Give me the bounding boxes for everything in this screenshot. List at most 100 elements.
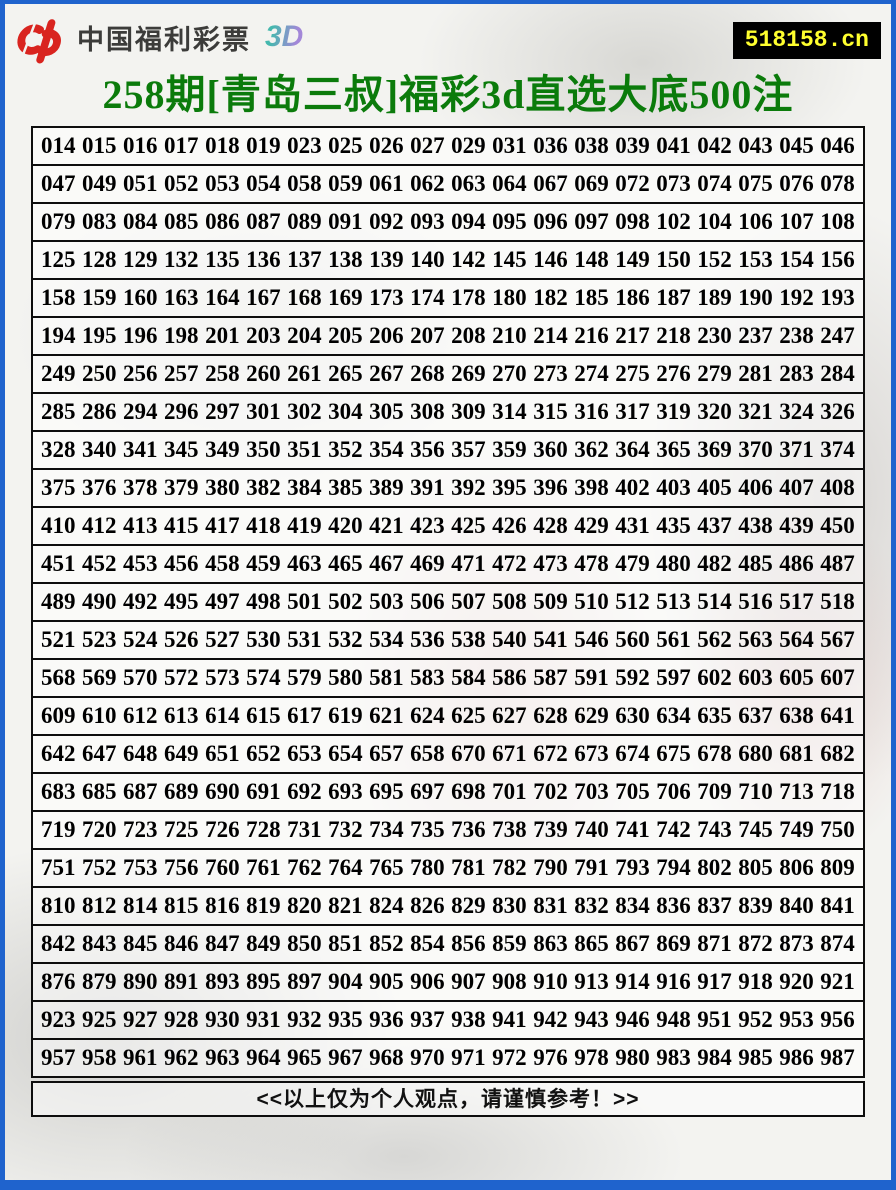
number-cell: 340	[82, 437, 117, 462]
number-cell: 046	[820, 133, 855, 158]
number-cell: 685	[82, 779, 117, 804]
number-cell: 049	[82, 171, 117, 196]
number-cell: 102	[656, 209, 691, 234]
number-cell: 359	[492, 437, 527, 462]
number-cell: 326	[820, 399, 855, 424]
number-cell: 485	[738, 551, 773, 576]
number-cell: 961	[123, 1045, 158, 1070]
number-cell: 257	[164, 361, 199, 386]
number-cell: 521	[41, 627, 76, 652]
number-cell: 612	[123, 703, 158, 728]
number-cell: 713	[779, 779, 814, 804]
number-cell: 270	[492, 361, 527, 386]
number-cell: 517	[779, 589, 814, 614]
number-cell: 038	[574, 133, 609, 158]
number-cell: 986	[779, 1045, 814, 1070]
number-cell: 286	[82, 399, 117, 424]
number-cell: 964	[246, 1045, 281, 1070]
number-cell: 317	[615, 399, 650, 424]
number-cell: 874	[820, 931, 855, 956]
number-cell: 635	[697, 703, 732, 728]
number-cell: 820	[287, 893, 322, 918]
number-cell: 480	[656, 551, 691, 576]
number-cell: 781	[451, 855, 486, 880]
number-cell: 956	[820, 1007, 855, 1032]
number-cell: 164	[205, 285, 240, 310]
number-cell: 750	[820, 817, 855, 842]
number-cell: 607	[820, 665, 855, 690]
number-cell: 498	[246, 589, 281, 614]
number-cell: 193	[820, 285, 855, 310]
brand-logo-group: 中国福利彩票 3D	[15, 10, 303, 64]
number-cell: 682	[820, 741, 855, 766]
number-cell: 451	[41, 551, 76, 576]
number-cell: 534	[369, 627, 404, 652]
number-cell: 190	[738, 285, 773, 310]
number-cell: 905	[369, 969, 404, 994]
number-cell: 580	[328, 665, 363, 690]
number-cell: 584	[451, 665, 486, 690]
number-cell: 913	[574, 969, 609, 994]
table-row: 751 752 753 756 760 761 762 764 765 780 781 782 790 7…	[33, 850, 863, 888]
table-row: 683 685 687 689 690 691 692 693 695 697 698 701 702 7…	[33, 774, 863, 812]
number-cell: 764	[328, 855, 363, 880]
number-cell: 852	[369, 931, 404, 956]
number-cell: 125	[41, 247, 76, 272]
number-cell: 149	[615, 247, 650, 272]
number-cell: 305	[369, 399, 404, 424]
number-cell: 762	[287, 855, 322, 880]
number-cell: 217	[615, 323, 650, 348]
number-cell: 382	[246, 475, 281, 500]
number-cell: 793	[615, 855, 650, 880]
number-cell: 936	[369, 1007, 404, 1032]
number-cell: 069	[574, 171, 609, 196]
table-row: 194 195 196 198 201 203 204 205 206 207 208 210 214 2…	[33, 318, 863, 356]
number-cell: 138	[328, 247, 363, 272]
number-cell: 908	[492, 969, 527, 994]
number-cell: 429	[574, 513, 609, 538]
number-cell: 678	[697, 741, 732, 766]
number-cell: 583	[410, 665, 445, 690]
number-cell: 718	[820, 779, 855, 804]
number-cell: 734	[369, 817, 404, 842]
number-cell: 931	[246, 1007, 281, 1032]
number-cell: 709	[697, 779, 732, 804]
number-cell: 360	[533, 437, 568, 462]
number-cell: 845	[123, 931, 158, 956]
number-cell: 315	[533, 399, 568, 424]
number-cell: 083	[82, 209, 117, 234]
number-cell: 482	[697, 551, 732, 576]
number-cell: 321	[738, 399, 773, 424]
number-cell: 765	[369, 855, 404, 880]
number-cell: 983	[656, 1045, 691, 1070]
number-cell: 465	[328, 551, 363, 576]
number-cell: 648	[123, 741, 158, 766]
number-cell: 145	[492, 247, 527, 272]
page-title: 258期[青岛三叔]福彩3d直选大底500注	[102, 72, 794, 117]
number-cell: 026	[369, 133, 404, 158]
number-cell: 156	[820, 247, 855, 272]
number-cell: 725	[164, 817, 199, 842]
number-cell: 410	[41, 513, 76, 538]
number-cell: 652	[246, 741, 281, 766]
number-cell: 187	[656, 285, 691, 310]
number-cell: 890	[123, 969, 158, 994]
number-cell: 452	[82, 551, 117, 576]
number-cell: 540	[492, 627, 527, 652]
number-cell: 914	[615, 969, 650, 994]
number-cell: 637	[738, 703, 773, 728]
number-cell: 670	[451, 741, 486, 766]
number-cell: 378	[123, 475, 158, 500]
number-cell: 132	[164, 247, 199, 272]
number-cell: 269	[451, 361, 486, 386]
number-cell: 849	[246, 931, 281, 956]
number-cell: 297	[205, 399, 240, 424]
brand-3d-label: 3D	[265, 20, 304, 53]
number-cell: 674	[615, 741, 650, 766]
number-cell: 569	[82, 665, 117, 690]
number-cell: 045	[779, 133, 814, 158]
number-cell: 369	[697, 437, 732, 462]
number-cell: 832	[574, 893, 609, 918]
number-cell: 581	[369, 665, 404, 690]
